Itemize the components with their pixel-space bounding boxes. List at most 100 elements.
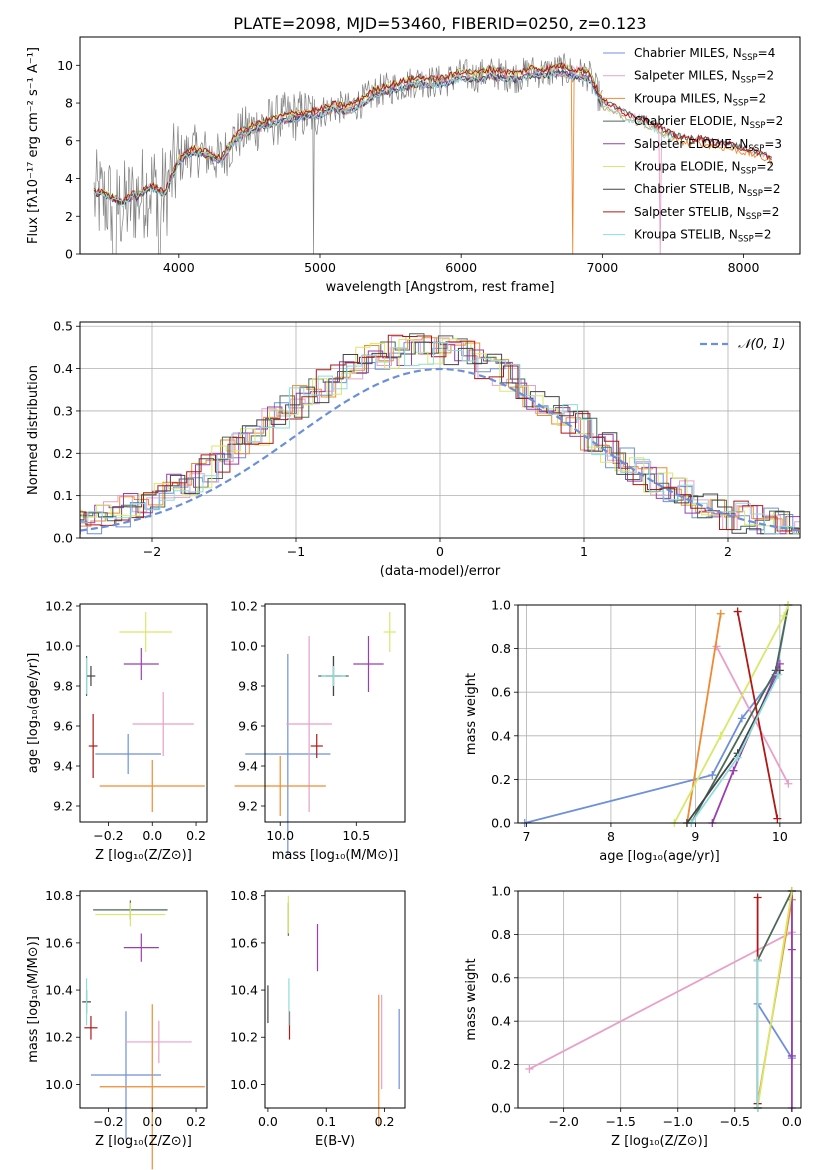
weight-marker — [716, 609, 725, 618]
weight_vs_age-ytick-label: 0.2 — [491, 772, 511, 787]
residuals-xtick-label: 1 — [580, 544, 588, 559]
mass_vs_ebv-ytick-label: 10.4 — [230, 983, 258, 998]
spectrum-model-line — [93, 61, 772, 205]
histogram-series — [80, 341, 800, 535]
weight_vs_Z-xtick-label: −1.0 — [663, 1114, 693, 1129]
mass_vs_Z-xlabel: Z [log₁₀(Z/Z⊙)] — [95, 1134, 192, 1149]
age_vs_Z-xtick-label: 0.2 — [186, 828, 206, 843]
residuals-xtick-label: −1 — [287, 544, 305, 559]
mass_vs_Z-ytick-label: 10.0 — [45, 1077, 73, 1092]
weight-marker — [773, 814, 782, 823]
weight-marker — [784, 779, 793, 788]
legend-entry: Salpeter STELIB, NSSP=2 — [634, 205, 779, 222]
weight_vs_Z-ytick-label: 0.8 — [491, 927, 511, 942]
legend-entry: Chabrier MILES, NSSP=4 — [634, 46, 775, 63]
residuals-ytick-label: 0.3 — [53, 403, 73, 418]
weight-line — [524, 604, 790, 824]
spectrum-ytick-label: 2 — [65, 209, 73, 224]
weight_vs_age-ytick-label: 1.0 — [491, 598, 511, 613]
histogram-series — [80, 335, 800, 535]
residuals-ytick-label: 0.5 — [53, 319, 73, 334]
weight-line — [528, 931, 793, 1070]
mass_vs_ebv-ytick-label: 10.2 — [230, 1030, 258, 1045]
age_vs_mass-axes: 10.0 10.5 9.2 9.4 9.6 9.8 10.0 10.2 mass [log₁₀(… — [230, 599, 406, 863]
weight_vs_age-ytick-label: 0.4 — [491, 728, 511, 743]
residuals-xtick-label: 0 — [436, 544, 444, 559]
weight-marker — [775, 666, 784, 675]
weight_vs_age-ylabel: mass weight — [464, 673, 479, 755]
age_vs_mass-ytick-label: 9.6 — [238, 719, 258, 734]
weight_vs_Z-ytick-label: 0.4 — [491, 1014, 511, 1029]
weight-marker — [733, 607, 742, 616]
weight-marker — [753, 893, 762, 902]
residuals-frame — [79, 321, 801, 539]
mass_vs_Z-frame — [79, 890, 208, 1109]
weight-marker — [753, 956, 762, 965]
normal-curve — [79, 367, 801, 532]
mass_vs_ebv-xtick-label: 0.0 — [258, 1114, 278, 1129]
weight_vs_Z-axes: −2.0 −1.5 −1.0 −0.5 0.0 0.0 0.2 0.4 0.6 0.8 1.0 Z [… — [464, 884, 802, 1150]
weight_vs_Z-ylabel: mass weight — [464, 958, 479, 1040]
mass_vs_ebv-xtick-label: 0.2 — [375, 1114, 395, 1129]
weight_vs_Z-xlabel: Z [log₁₀(Z/Z⊙)] — [611, 1134, 708, 1149]
mass_vs_Z-xtick-label: 0.2 — [186, 1114, 206, 1129]
weight_vs_age-xtick-label: 8 — [607, 829, 615, 844]
age_vs_Z-ytick-label: 10.2 — [45, 599, 73, 614]
weight_vs_age-xtick-label: 9 — [691, 829, 699, 844]
figure-title: PLATE=2098, MJD=53460, FIBERID=0250, z=0… — [233, 14, 646, 33]
weight-marker — [716, 731, 725, 740]
spectrum-xtick-label: 8000 — [728, 260, 760, 275]
mass_vs_Z-ytick-label: 10.2 — [45, 1030, 73, 1045]
spectrum-ytick-label: 10 — [57, 58, 73, 73]
histogram-series — [80, 338, 800, 535]
mass_vs_Z-ytick-label: 10.6 — [45, 935, 73, 950]
spectrum-ytick-label: 4 — [65, 171, 73, 186]
weight-marker — [787, 945, 796, 954]
mass_vs_Z-xtick-label: 0.0 — [142, 1114, 162, 1129]
weight_vs_Z-frame — [517, 890, 802, 1109]
legend-entry: Chabrier STELIB, NSSP=2 — [634, 182, 781, 199]
legend-entry: Kroupa STELIB, NSSP=2 — [634, 228, 772, 245]
age_vs_mass-ytick-label: 9.2 — [238, 799, 258, 814]
residuals-ylabel: Normed distribution — [26, 365, 41, 495]
weight_vs_age-ytick-label: 0.8 — [491, 641, 511, 656]
residuals-ytick-label: 0.1 — [53, 488, 73, 503]
histogram-series — [80, 341, 800, 535]
spectrum-ytick-label: 8 — [65, 96, 73, 111]
residuals-xtick-label: −2 — [143, 544, 161, 559]
spectrum-xlabel: wavelength [Angstrom, rest frame] — [326, 280, 555, 295]
spectrum-model-line — [93, 71, 674, 208]
age_vs_Z-ylabel: age [log₁₀(age/yr)] — [26, 653, 41, 774]
weight-line — [673, 604, 790, 824]
legend-entry: Salpeter ELODIE, NSSP=3 — [634, 137, 782, 154]
residuals-xtick-label: 2 — [724, 544, 732, 559]
mass_vs_Z-axes: −0.2 0.0 0.2 10.0 10.2 10.4 10.6 10.8 Z [log₁₀(Z… — [26, 888, 208, 1170]
weight_vs_Z-ytick-label: 0.0 — [491, 1101, 511, 1116]
spectrum-axes: 4000 5000 6000 7000 8000 0 2 4 6 8 10 wavelength [A… — [26, 36, 801, 295]
spectrum-ytick-label: 0 — [65, 247, 73, 262]
spectrum-xtick-label: 4000 — [163, 260, 195, 275]
legend-entry: Kroupa MILES, NSSP=2 — [634, 91, 766, 108]
weight_vs_age-axes: 7 8 9 10 0.0 0.2 0.4 0.6 0.8 1.0 age [log₁₀(age/yr… — [464, 598, 802, 864]
age_vs_Z-xtick-label: 0.0 — [142, 828, 162, 843]
weight-line — [715, 645, 790, 785]
spectrum-ylabel: Flux [fλ10⁻¹⁷ erg cm⁻² s⁻¹ A⁻¹] — [26, 47, 41, 244]
spectrum-xtick-label: 5000 — [304, 260, 336, 275]
mass_vs_Z-ylabel: mass [log₁₀(M/M⊙)] — [26, 936, 41, 1063]
weight_vs_Z-xtick-label: 0.0 — [782, 1114, 802, 1129]
residuals-axes: −2 −1 0 1 2 0.0 0.1 0.2 0.3 0.4 0.5 (data-model)/er… — [26, 319, 801, 579]
weight_vs_Z-ytick-label: 0.6 — [491, 970, 511, 985]
age_vs_mass-frame — [264, 603, 406, 823]
residuals-ytick-label: 0.4 — [53, 361, 73, 376]
spectrum-data-line — [93, 53, 603, 254]
age_vs_Z-xtick-label: −0.2 — [93, 828, 123, 843]
spectrum-xtick-label: 6000 — [445, 260, 477, 275]
weight-marker — [733, 753, 742, 762]
residuals-xlabel: (data-model)/error — [380, 564, 501, 579]
spectrum-frame — [79, 36, 801, 255]
weight-marker — [729, 766, 738, 775]
weight_vs_Z-ytick-label: 1.0 — [491, 884, 511, 899]
age_vs_Z-axes: −0.2 0.0 0.2 9.2 9.4 9.6 9.8 10.0 10.2 Z [log₁₀(Z… — [26, 599, 208, 863]
weight-marker — [737, 714, 746, 723]
